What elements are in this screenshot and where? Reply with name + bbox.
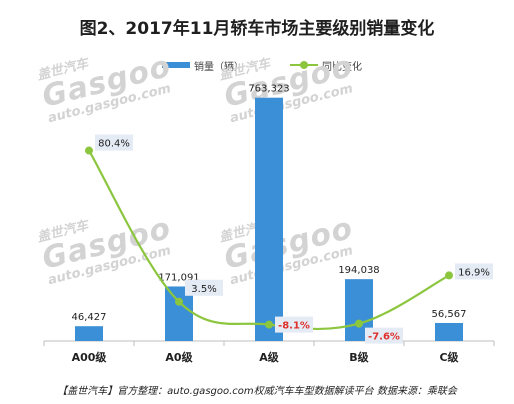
footer-source: 【盖世汽车】官方整理：auto.gasgoo.com权威汽车车型数据解读平台 数… <box>57 386 457 397</box>
yoy-label-box <box>185 279 223 296</box>
x-tick-label: A级 <box>259 350 280 364</box>
legend: 销量（辆） 同比变化 <box>0 58 514 73</box>
yoy-value-label: 3.5% <box>191 284 216 295</box>
bar-value-label: 194,038 <box>338 265 379 276</box>
yoy-point <box>265 320 273 329</box>
bar <box>435 322 463 341</box>
bar <box>255 97 283 341</box>
bar-value-label: 46,427 <box>72 312 107 323</box>
chart-title: 图2、2017年11月轿车市场主要级别销量变化 <box>79 19 435 39</box>
bar <box>75 326 103 341</box>
legend-label-yoy: 同比变化 <box>322 61 362 73</box>
yoy-value-label: 16.9% <box>458 267 490 278</box>
x-tick-label: A00级 <box>72 350 108 364</box>
yoy-value-label: -8.1% <box>278 321 310 332</box>
yoy-value-label: -7.6% <box>368 332 400 343</box>
bar-value-label: 763,323 <box>248 84 289 95</box>
yoy-point <box>445 271 453 280</box>
x-tick-label: A0级 <box>165 350 193 364</box>
yoy-value-label: 80.4% <box>98 139 130 150</box>
yoy-line <box>88 149 450 331</box>
x-tick-label: C级 <box>439 350 459 364</box>
bar-value-label: 56,567 <box>432 309 467 320</box>
yoy-point <box>85 146 93 155</box>
legend-line-swatch <box>290 61 318 69</box>
legend-item-yoy: 同比变化 <box>290 58 362 73</box>
yoy-label-box <box>365 327 403 344</box>
legend-item-sales: 销量（辆） <box>162 58 244 73</box>
x-tick-label: B级 <box>349 350 369 364</box>
yoy-label-box <box>95 134 133 151</box>
legend-label-sales: 销量（辆） <box>194 61 244 73</box>
legend-bar-swatch <box>162 62 190 68</box>
bar-value-label: 171,091 <box>158 272 199 283</box>
yoy-label-box <box>455 263 493 280</box>
yoy-label-box <box>275 316 313 333</box>
yoy-point <box>175 297 183 306</box>
yoy-point <box>355 319 363 328</box>
